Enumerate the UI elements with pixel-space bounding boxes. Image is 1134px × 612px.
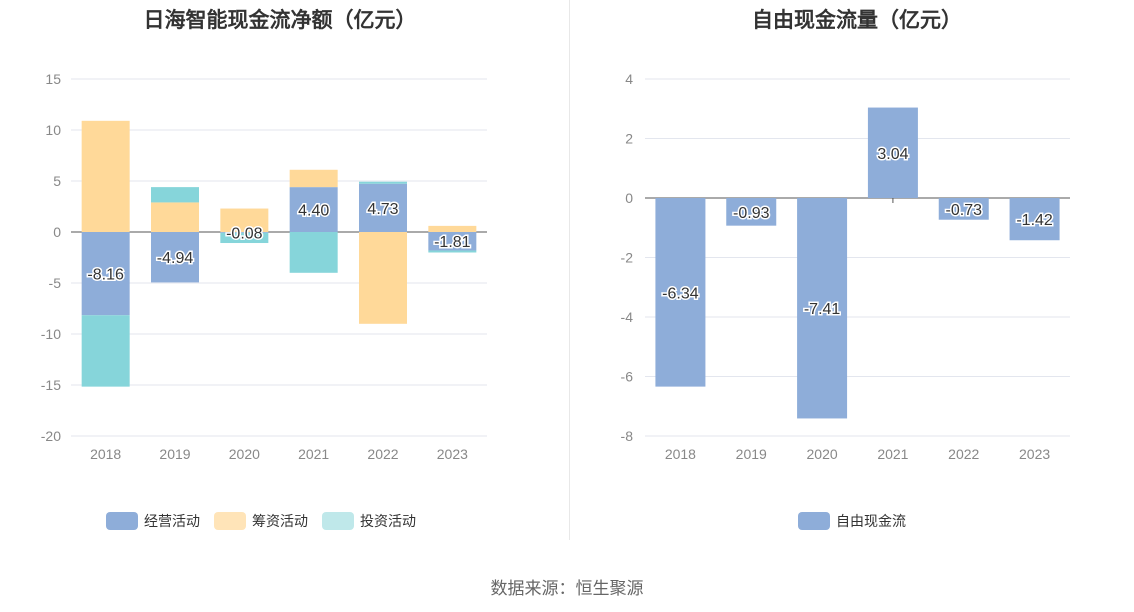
- chart-divider: [569, 0, 570, 540]
- legend-swatch-operating: [106, 512, 138, 530]
- bar-0-investing-2021: [289, 232, 338, 273]
- data-source-note: 数据来源：恒生聚源: [490, 579, 644, 598]
- bar-0-financing-2019: [151, 202, 199, 232]
- data-label-0-operating-2020: -0.08: [226, 225, 263, 242]
- bar-0-financing-2018: [81, 120, 130, 232]
- x-tick-label-1-2023: 2023: [1019, 446, 1050, 462]
- bar-0-investing-2019: [151, 187, 199, 203]
- data-label-1-fcf-2022: -0.73: [946, 202, 983, 219]
- bar-0-investing-2022: [359, 181, 407, 184]
- x-tick-label-0-2019: 2019: [159, 446, 190, 462]
- legend-label-financing: 筹资活动: [252, 513, 308, 529]
- x-tick-label-1-2020: 2020: [807, 446, 838, 462]
- left-legend: 经营活动 筹资活动 投资活动: [106, 511, 430, 531]
- legend-swatch-fcf: [798, 512, 830, 530]
- bar-1-fcf-2021: [867, 107, 918, 198]
- y-tick-label-1--8: -8: [621, 428, 634, 444]
- y-tick-label-0-0: 0: [53, 224, 61, 240]
- bar-1-fcf-2023: [1009, 198, 1060, 241]
- bar-0-investing-2023: [428, 250, 477, 253]
- y-tick-label-1--2: -2: [621, 250, 634, 266]
- y-tick-label-1-2: 2: [625, 131, 633, 147]
- data-label-0-operating-2019: -4.94: [157, 250, 194, 267]
- y-tick-label-0--5: -5: [49, 275, 62, 291]
- left-chart-title: 日海智能现金流净额（亿元）: [143, 9, 417, 32]
- bar-1-fcf-2022: [938, 198, 989, 220]
- bar-0-operating-2023: [428, 232, 477, 251]
- bar-0-financing-2023: [428, 225, 477, 232]
- legend-item-investing[interactable]: 投资活动: [322, 511, 416, 531]
- legend-item-operating[interactable]: 经营活动: [106, 511, 200, 531]
- bar-1-fcf-2019: [726, 198, 777, 226]
- right-chart-title: 自由现金流量（亿元）: [752, 9, 962, 32]
- data-label-0-operating-2021: 4.40: [298, 203, 329, 220]
- x-tick-label-1-2022: 2022: [948, 446, 979, 462]
- legend-swatch-investing: [322, 512, 354, 530]
- bar-0-operating-2019: [151, 232, 199, 283]
- y-tick-label-1--4: -4: [621, 309, 634, 325]
- legend-swatch-financing: [214, 512, 246, 530]
- y-tick-label-0--20: -20: [41, 428, 61, 444]
- x-tick-label-0-2023: 2023: [437, 446, 468, 462]
- x-tick-label-1-2018: 2018: [665, 446, 696, 462]
- bar-0-investing-2020: [220, 232, 269, 244]
- y-tick-label-1-0: 0: [625, 190, 633, 206]
- data-label-1-fcf-2018: -6.34: [662, 285, 699, 302]
- legend-item-fcf[interactable]: 自由现金流: [798, 511, 906, 531]
- data-label-0-operating-2022: 4.73: [367, 201, 398, 218]
- legend-item-financing[interactable]: 筹资活动: [214, 511, 308, 531]
- data-label-0-operating-2023: -1.81: [434, 234, 471, 251]
- bar-0-operating-2021: [289, 187, 338, 232]
- y-tick-label-1--6: -6: [621, 369, 634, 385]
- bar-0-operating-2020: [220, 232, 269, 233]
- x-tick-label-0-2020: 2020: [229, 446, 260, 462]
- x-tick-label-1-2021: 2021: [877, 446, 908, 462]
- data-label-1-fcf-2023: -1.42: [1016, 212, 1053, 229]
- y-tick-label-0--10: -10: [41, 326, 61, 342]
- bar-0-financing-2020: [220, 208, 269, 232]
- bar-0-investing-2018: [81, 315, 130, 387]
- data-label-1-fcf-2020: -7.41: [804, 301, 841, 318]
- x-tick-label-0-2022: 2022: [367, 446, 398, 462]
- bar-0-operating-2018: [81, 232, 130, 316]
- bar-0-financing-2022: [359, 232, 407, 324]
- y-tick-label-1-4: 4: [625, 71, 633, 87]
- x-tick-label-1-2019: 2019: [736, 446, 767, 462]
- x-tick-label-0-2018: 2018: [90, 446, 121, 462]
- bar-0-financing-2021: [289, 169, 338, 188]
- legend-label-investing: 投资活动: [360, 513, 416, 529]
- right-legend: 自由现金流: [798, 511, 920, 531]
- bar-1-fcf-2020: [797, 198, 848, 419]
- y-tick-label-0--15: -15: [41, 377, 61, 393]
- bar-1-fcf-2018: [655, 198, 706, 387]
- y-tick-label-0-5: 5: [53, 173, 61, 189]
- data-label-1-fcf-2021: 3.04: [877, 146, 908, 163]
- x-tick-label-0-2021: 2021: [298, 446, 329, 462]
- y-tick-label-0-10: 10: [45, 122, 61, 138]
- legend-label-operating: 经营活动: [144, 513, 200, 529]
- y-tick-label-0-15: 15: [45, 71, 61, 87]
- data-label-0-operating-2018: -8.16: [87, 267, 124, 284]
- bar-0-operating-2022: [359, 183, 407, 232]
- data-label-1-fcf-2019: -0.93: [733, 205, 770, 222]
- legend-label-fcf: 自由现金流: [836, 513, 906, 529]
